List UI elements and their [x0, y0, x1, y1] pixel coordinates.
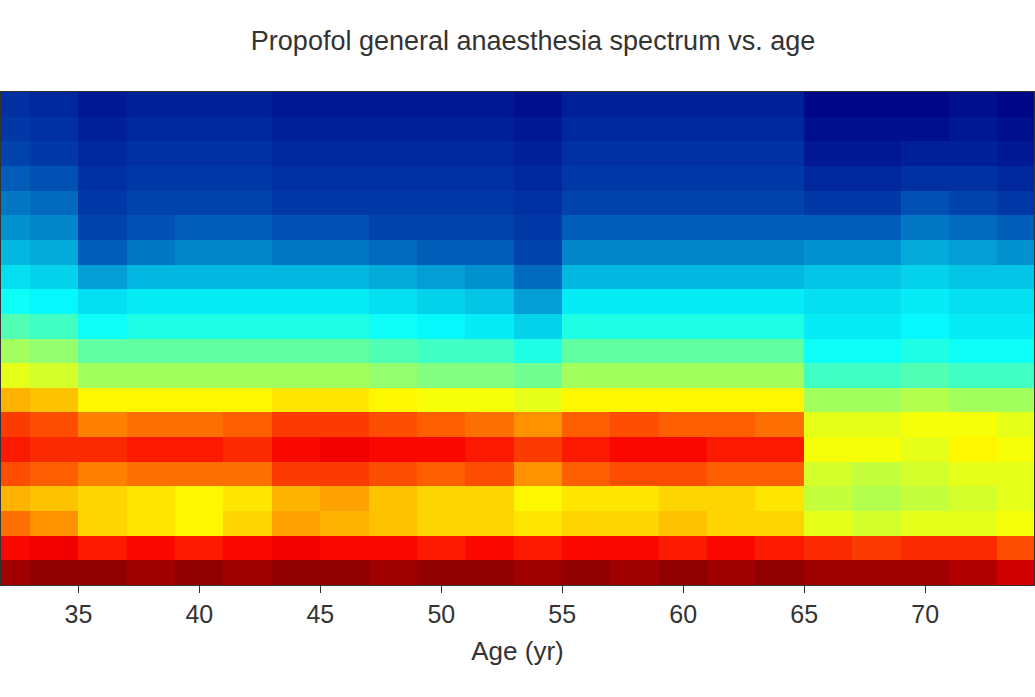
- svg-text:Age (yr): Age (yr): [471, 636, 563, 666]
- svg-text:40: 40: [185, 600, 213, 628]
- svg-text:50: 50: [427, 600, 455, 628]
- svg-text:55: 55: [548, 600, 576, 628]
- svg-text:60: 60: [669, 600, 697, 628]
- svg-text:65: 65: [790, 600, 818, 628]
- svg-text:Propofol general anaesthesia s: Propofol general anaesthesia spectrum vs…: [251, 26, 815, 56]
- svg-text:35: 35: [65, 600, 93, 628]
- svg-text:70: 70: [911, 600, 939, 628]
- svg-text:45: 45: [306, 600, 334, 628]
